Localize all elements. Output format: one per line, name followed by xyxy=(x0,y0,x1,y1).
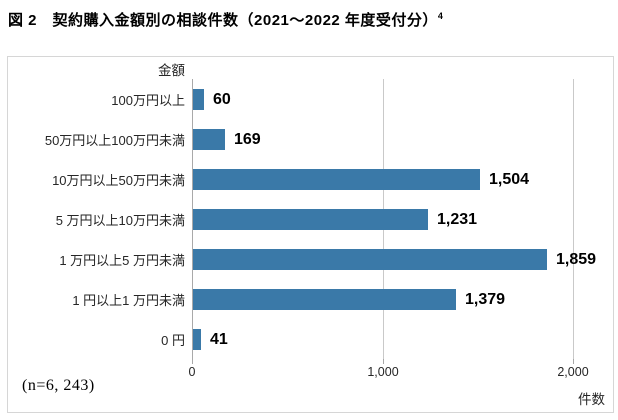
value-axis-label: 件数 xyxy=(578,392,605,407)
category-label: 10万円以上50万円未満 xyxy=(52,172,185,188)
value-label: 1,231 xyxy=(437,210,478,228)
category-label: 1 円以上1 万円未満 xyxy=(72,292,185,308)
figure-title-text: 図 2 契約購入金額別の相談件数（2021～2022 年度受付分） xyxy=(8,12,438,29)
axis-tick xyxy=(192,359,193,364)
figure-title: 図 2 契約購入金額別の相談件数（2021～2022 年度受付分）4 xyxy=(8,9,443,30)
x-tick-label: 0 xyxy=(188,365,196,379)
bar xyxy=(193,289,456,310)
sample-size-note: (n=6, 243) xyxy=(22,377,95,394)
axis-tick xyxy=(383,359,384,364)
value-label: 1,379 xyxy=(465,290,506,308)
bar xyxy=(193,209,428,230)
bar xyxy=(193,169,480,190)
value-label: 60 xyxy=(213,90,231,108)
figure-title-footnote-ref: 4 xyxy=(437,11,444,21)
category-label: 1 万円以上5 万円未満 xyxy=(59,252,185,268)
bar xyxy=(193,329,201,350)
value-label: 1,504 xyxy=(489,170,530,188)
x-tick-label: 1,000 xyxy=(367,365,399,379)
major-gridline xyxy=(573,79,574,359)
x-tick-label: 2,000 xyxy=(557,365,589,379)
axis-tick xyxy=(573,359,574,364)
category-axis-line xyxy=(192,79,193,359)
category-label: 100万円以上 xyxy=(111,92,185,108)
value-label: 1,859 xyxy=(556,250,597,268)
category-label: 5 万円以上10万円未満 xyxy=(55,212,185,228)
bar xyxy=(193,249,547,270)
value-label: 169 xyxy=(234,130,261,148)
category-axis-title: 金額 xyxy=(158,63,185,78)
bar xyxy=(193,129,225,150)
category-label: 0 円 xyxy=(161,332,185,348)
category-label: 50万円以上100万円未満 xyxy=(44,132,185,148)
chart-container: 金額 件数 (n=6, 243) 0 1,000 2,000 100万円以上 60 50万… xyxy=(7,56,614,413)
bar xyxy=(193,89,204,110)
value-label: 41 xyxy=(210,330,228,348)
